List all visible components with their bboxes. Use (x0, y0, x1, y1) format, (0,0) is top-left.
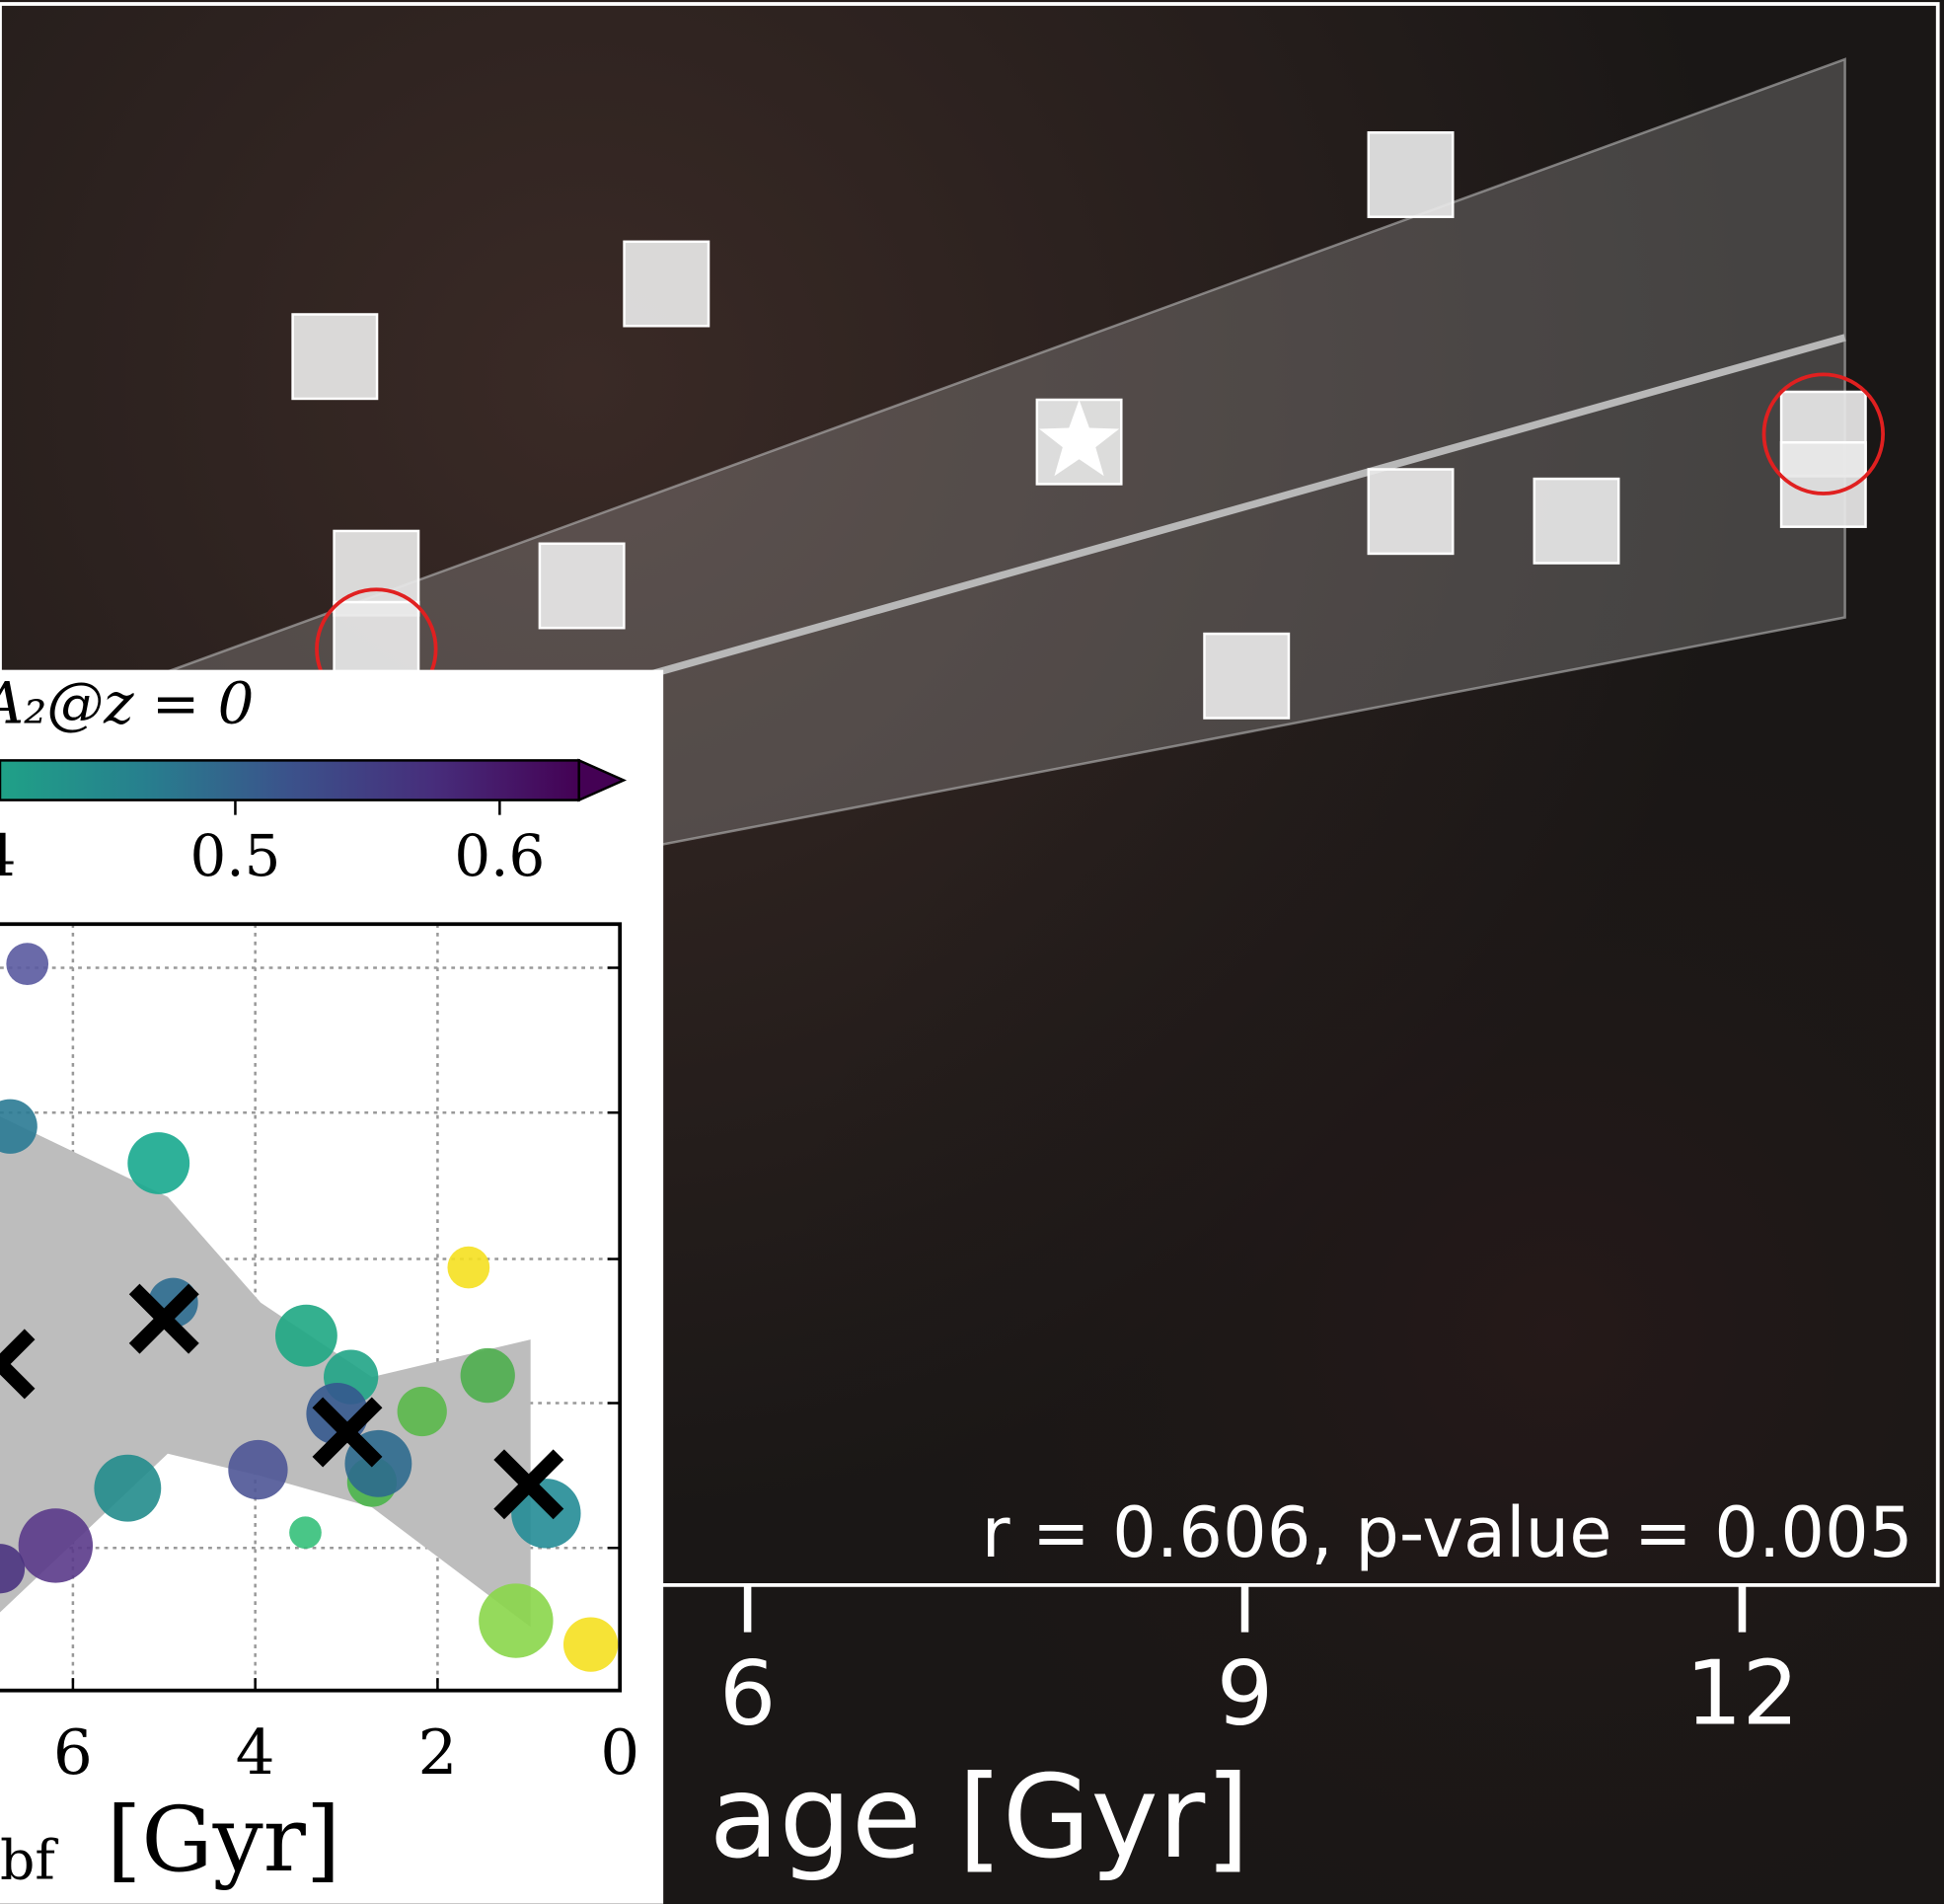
data-square (1533, 477, 1620, 565)
scatter-point (6, 943, 49, 985)
scatter-point (447, 1246, 490, 1289)
x-tick-label: 9 (1217, 1642, 1274, 1746)
cross-marker (493, 1449, 564, 1520)
scatter-point (274, 1304, 337, 1367)
colorbar-label: A₂@z = 0 (0, 670, 254, 737)
scatter-point (18, 1508, 94, 1583)
scatter-point (460, 1347, 515, 1404)
x-tick-label: 6 (719, 1642, 777, 1746)
data-square (1367, 468, 1455, 556)
data-square (1203, 632, 1291, 720)
scatter-point (511, 1479, 581, 1549)
colorbar (0, 759, 580, 801)
cross-marker (0, 1329, 36, 1400)
data-square (1367, 131, 1455, 218)
x-tick-label: 4 (236, 1716, 275, 1789)
x-tick-label: 2 (417, 1716, 457, 1789)
colorbar-tick-label: 0.5 (189, 822, 280, 889)
cross-marker (128, 1283, 199, 1354)
colorbar-tick-label: 0.6 (454, 822, 545, 889)
plot-frame (0, 2, 1940, 1587)
scatter-point (397, 1386, 447, 1437)
x-axis-label-subscript: bf (0, 1830, 58, 1893)
cross-marker (312, 1397, 383, 1468)
x-tick-label: 6 (53, 1716, 93, 1789)
scatter-point (228, 1439, 288, 1500)
star-marker (1038, 400, 1120, 477)
scatter-point (479, 1583, 554, 1658)
data-square (623, 240, 710, 328)
annotation: r = 0.606, p-value = 0.005 (982, 1492, 1913, 1573)
x-axis-label: [Gyr] (107, 1789, 340, 1892)
colorbar-extend (577, 758, 628, 802)
inset-plot-area (0, 924, 621, 1691)
x-axis-label: age [Gyr] (710, 1752, 1250, 1884)
x-tick-label: 12 (1685, 1642, 1799, 1746)
scatter-point (562, 1617, 619, 1672)
scatter-point (289, 1516, 322, 1550)
scatter-point (0, 1544, 26, 1594)
highlight-circle (1761, 372, 1886, 495)
scatter-point (94, 1454, 162, 1522)
scatter-point (127, 1132, 190, 1194)
data-square (291, 313, 379, 401)
scatter-point (0, 1099, 37, 1154)
band (0, 1116, 531, 1628)
inset-frame (0, 922, 623, 1693)
inset-chart: A₂@z = 0 0.4 0.5 0.6 6 4 2 0 bf [Gyr] (0, 669, 664, 1904)
colorbar-tick-label: 0.4 (0, 822, 16, 889)
x-tick-label: 0 (600, 1716, 639, 1789)
data-square (538, 542, 626, 630)
